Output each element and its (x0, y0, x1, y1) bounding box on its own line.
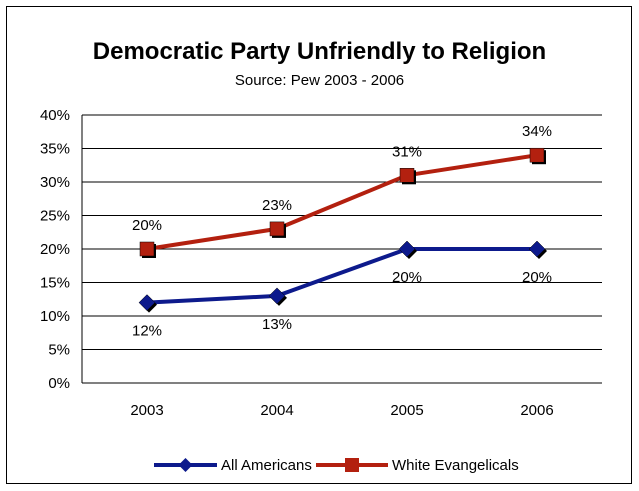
data-label: 31% (392, 143, 422, 160)
data-point-marker (528, 240, 547, 259)
legend-label: All Americans (221, 457, 312, 474)
data-point-marker (529, 147, 546, 165)
legend-label: White Evangelicals (392, 457, 519, 474)
legend: All Americans White Evangelicals (154, 457, 519, 474)
x-tick-label: 2003 (130, 402, 163, 419)
data-label: 20% (392, 269, 422, 286)
y-tick-label: 40% (40, 107, 70, 124)
data-label: 12% (132, 323, 162, 340)
chart-subtitle: Source: Pew 2003 - 2006 (234, 72, 405, 89)
legend-entry: All Americans (154, 457, 312, 474)
data-labels: 12% 13% 20% 20% 20% 23% 31% 34% (132, 123, 552, 339)
series-line (146, 153, 538, 251)
axes (81, 115, 602, 384)
legend-marker (345, 458, 359, 472)
y-tick-label: 20% (40, 241, 70, 258)
data-label: 13% (262, 316, 292, 333)
data-point-marker (139, 241, 156, 258)
legend-marker (178, 458, 193, 472)
data-label: 20% (132, 217, 162, 234)
series-line (146, 247, 537, 305)
data-point-marker (399, 168, 416, 185)
y-tick-label: 0% (48, 375, 70, 392)
y-tick-label: 25% (40, 208, 70, 225)
y-tick-label: 30% (40, 174, 70, 191)
legend-entry: White Evangelicals (316, 457, 519, 474)
chart-frame (6, 6, 632, 484)
data-point-marker (138, 294, 157, 313)
x-tick-label: 2005 (390, 402, 423, 419)
y-tick-label: 35% (40, 141, 70, 158)
data-label: 34% (522, 123, 552, 140)
data-point-marker (268, 287, 287, 306)
y-axis-ticks: 0% 5% 10% 15% 20% 25% 30% 35% 40% (40, 107, 70, 392)
series-lines (138, 147, 547, 313)
data-label: 20% (522, 269, 552, 286)
y-tick-label: 15% (40, 275, 70, 292)
x-tick-label: 2006 (520, 402, 553, 419)
chart-title: Democratic Party Unfriendly to Religion (92, 38, 547, 65)
data-point-marker (269, 221, 286, 238)
data-point-marker (398, 240, 417, 259)
y-tick-label: 5% (48, 342, 70, 359)
x-tick-label: 2004 (260, 402, 293, 419)
data-label: 23% (262, 197, 292, 214)
y-tick-label: 10% (40, 308, 70, 325)
x-axis-ticks: 2003 2004 2005 2006 (130, 402, 553, 419)
